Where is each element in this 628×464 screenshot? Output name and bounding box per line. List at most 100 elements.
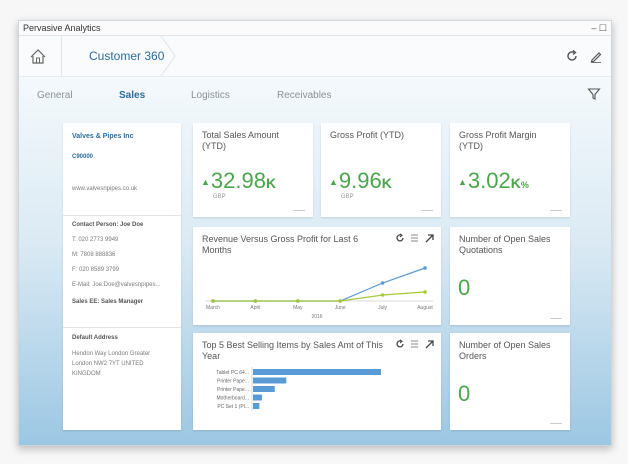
kpi-gross-margin[interactable]: Gross Profit Margin (YTD) ▲3.02K% [450,123,570,217]
tab-logistics[interactable]: Logistics [191,90,230,101]
y-tick-label: Printer Pape... [217,379,249,385]
address-line: London NW2 7YT UNITED [72,361,144,367]
top-items-chart-card[interactable]: Top 5 Best Selling Items by Sales Amt of… [193,333,441,430]
kpi-gross-profit[interactable]: Gross Profit (YTD) ▲9.96K GBP [321,123,441,217]
refresh-icon[interactable] [396,339,404,348]
kpi-title: Number of Open Sales Orders [459,340,551,361]
bar[interactable] [253,394,262,401]
edit-icon[interactable] [589,49,603,63]
data-point[interactable] [423,266,427,270]
data-point[interactable] [296,299,300,303]
data-point[interactable] [211,299,215,303]
breadcrumb-divider [61,36,62,76]
dashboard-content: General Sales Logistics Receivables Valv… [19,77,611,445]
refresh-icon[interactable] [565,49,579,63]
tab-receivables[interactable]: Receivables [277,90,332,101]
kpi-title: Gross Profit Margin (YTD) [459,130,537,151]
data-point[interactable] [380,293,385,297]
series-line [213,291,426,302]
window-title: Pervasive Analytics [23,23,101,33]
kpi-open-quotations[interactable]: Number of Open Sales Quotations 0 [450,227,570,325]
series-line [213,267,426,302]
address-heading: Default Address [72,335,118,341]
customer-website[interactable]: www.valvesnpipes.co.uk [72,186,138,192]
breadcrumb-arrow [160,36,176,76]
kpi-currency: GBP [213,194,226,200]
tab-bar: General Sales Logistics Receivables [19,77,611,113]
bar[interactable] [253,403,260,409]
kpi-value: ▲32.98K [201,168,277,193]
x-tick-label: June [335,305,346,311]
more-indicator [293,210,305,211]
kpi-open-orders[interactable]: Number of Open Sales Orders 0 [450,333,570,430]
x-tick-label: May [293,305,303,311]
kpi-title: Number of Open Sales Quotations [459,234,551,255]
kpi-value: ▲9.96K [329,168,392,193]
home-icon [30,49,46,64]
bar[interactable] [253,386,275,392]
tab-sales[interactable]: Sales [119,90,146,101]
expand-icon[interactable] [425,340,434,349]
x-tick-label: March [206,305,220,311]
x-tick-label: August [417,305,433,311]
more-indicator [550,423,562,424]
line-chart: March April May June July August 2016 [205,266,433,320]
chart-toolbar [396,233,434,243]
filter-icon[interactable] [587,87,601,101]
y-tick-label: Printer Pape... [217,387,249,393]
data-point[interactable] [338,299,342,303]
list-icon[interactable] [411,234,418,242]
expand-icon[interactable] [425,234,434,243]
kpi-total-sales[interactable]: Total Sales Amount (YTD) ▲32.98K GBP [193,123,313,217]
app-header: Customer 360 [19,36,611,77]
list-icon[interactable] [411,340,418,348]
kpi-title: Gross Profit (YTD) [330,130,405,140]
contact-fax: F: 020 8589 3799 [72,267,120,273]
bar[interactable] [253,377,287,384]
x-axis-label: 2016 [311,314,322,320]
chart-title: Top 5 Best Selling Items by Sales Amt of… [202,340,383,361]
x-tick-label: April [250,305,260,311]
kpi-value: 0 [458,275,471,300]
sales-employee: Sales EE: Sales Manager [72,299,144,305]
divider [63,327,181,328]
x-tick-label: July [378,305,387,311]
data-point[interactable] [423,290,427,294]
divider [63,215,181,216]
customer-card: Valves & Pipes Inc C90000 www.valvesnpip… [63,123,181,430]
y-tick-label: Tablet PC 64... [216,370,249,376]
bar-chart: Tablet PC 64... Printer Pape... Printer Pa… [216,367,381,411]
app-window: Pervasive Analytics – ☐ Customer 360 Gen… [18,20,612,446]
more-indicator [421,210,433,211]
contact-email[interactable]: E-Mail: Joe.Doe@valvesnpipes... [72,282,161,288]
chart-title: Revenue Versus Gross Profit for Last 6 M… [202,234,359,255]
window-controls[interactable]: – ☐ [591,23,607,33]
chart-toolbar [396,339,434,349]
customer-name[interactable]: Valves & Pipes Inc [72,133,134,140]
tab-general[interactable]: General [37,90,73,101]
address-line: Hendon Way London Greater [72,351,151,357]
kpi-value: 0 [458,381,471,406]
trend-up-icon: ▲ [458,177,467,188]
address-line: KINGDOM [72,371,101,377]
more-indicator [550,210,562,211]
customer-id: C90000 [72,154,94,160]
title-bar: Pervasive Analytics – ☐ [19,21,611,36]
refresh-icon[interactable] [396,233,404,242]
contact-phone[interactable]: T: 020 2773 9949 [72,237,119,243]
revenue-profit-chart-card[interactable]: Revenue Versus Gross Profit for Last 6 M… [193,227,441,325]
kpi-value: ▲3.02K% [458,168,529,193]
data-point[interactable] [380,281,385,285]
breadcrumb[interactable]: Customer 360 [89,49,165,63]
y-tick-label: PC Set 1 (Pl... [217,404,249,410]
kpi-currency: GBP [341,194,354,200]
kpi-title: Total Sales Amount (YTD) [202,130,280,151]
trend-up-icon: ▲ [201,177,210,188]
home-button[interactable] [27,46,49,68]
data-point[interactable] [253,299,258,303]
more-indicator [550,318,562,319]
contact-mobile[interactable]: M: 7808 888836 [72,252,116,258]
contact-heading: Contact Person: Joe Doe [72,222,144,228]
bar[interactable] [253,369,381,375]
trend-up-icon: ▲ [329,177,338,188]
